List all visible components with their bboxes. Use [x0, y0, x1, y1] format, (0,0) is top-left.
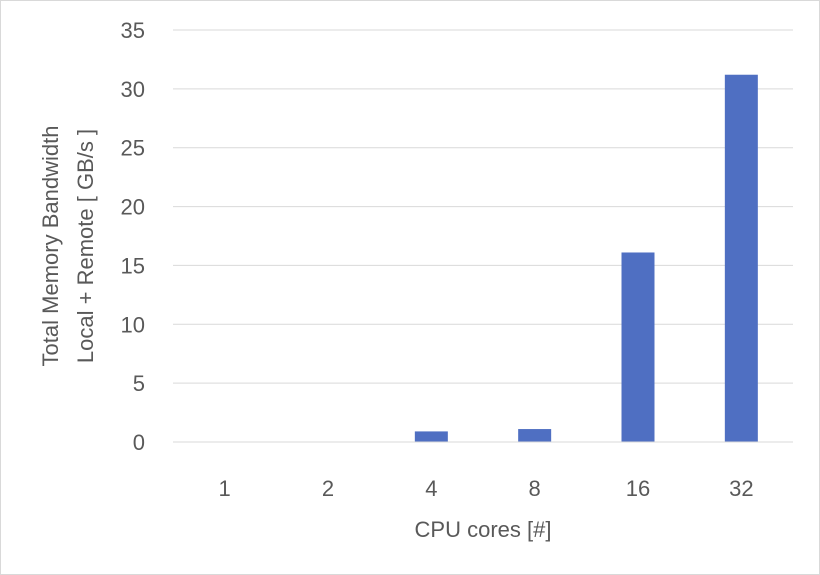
y-tick-label: 30 — [121, 77, 145, 102]
y-tick-label: 0 — [133, 430, 145, 455]
y-tick-label: 15 — [121, 253, 145, 278]
bar-32 — [724, 74, 758, 442]
x-tick-label: 1 — [219, 476, 231, 501]
bars — [414, 74, 758, 442]
bar-4 — [414, 431, 448, 442]
x-tick-label: 8 — [529, 476, 541, 501]
bar-8 — [518, 429, 552, 442]
y-axis-ticks: 0 5 10 15 20 25 30 35 — [121, 18, 145, 455]
x-axis-title: CPU cores [#] — [415, 517, 552, 542]
x-tick-label: 32 — [729, 476, 753, 501]
y-axis-title-line-2: Local + Remote [ GB/s ] — [73, 129, 98, 363]
y-tick-label: 35 — [121, 18, 145, 43]
y-tick-label: 10 — [121, 312, 145, 337]
x-axis-ticks: 1 2 4 8 16 32 — [219, 476, 754, 501]
y-tick-label: 20 — [121, 195, 145, 220]
y-axis-title-line-1: Total Memory Bandwidth — [38, 126, 63, 367]
y-tick-label: 5 — [133, 371, 145, 396]
y-tick-label: 25 — [121, 136, 145, 161]
gridlines — [173, 29, 793, 384]
x-tick-label: 16 — [626, 476, 650, 501]
y-axis-title: Total Memory Bandwidth Local + Remote [ … — [38, 126, 98, 367]
bar-16 — [621, 252, 655, 442]
x-tick-label: 2 — [322, 476, 334, 501]
x-tick-label: 4 — [425, 476, 437, 501]
